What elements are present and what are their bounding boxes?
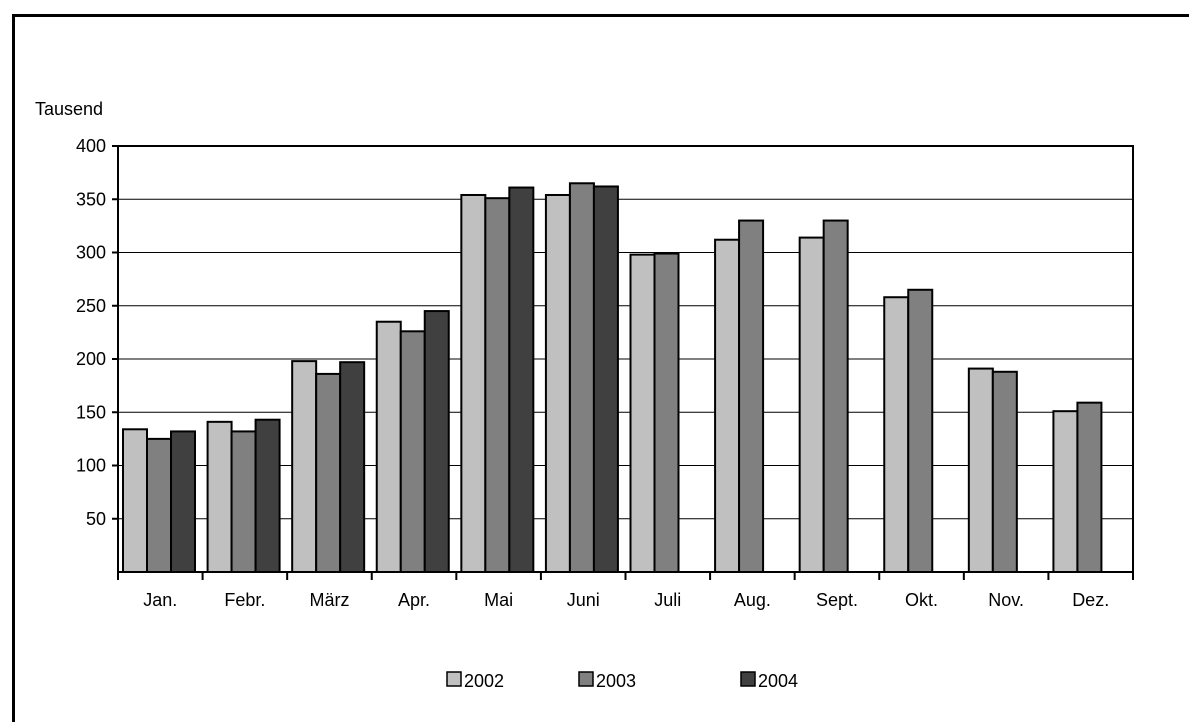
bar-2002-9	[883, 296, 910, 573]
x-tick-labels: Jan. Febr. März Apr. Mai Juni Juli Aug. Sept. Okt…	[143, 590, 1109, 610]
x-tick-label: Sept.	[816, 590, 858, 610]
bar-2002-11	[1052, 410, 1079, 573]
bar-2002-0	[122, 428, 148, 574]
bar-2003-3	[399, 330, 426, 573]
bars	[122, 182, 1103, 574]
bar-2002-1	[206, 420, 233, 573]
bar-2004-3	[423, 310, 450, 573]
bar-2003-2	[315, 372, 342, 573]
legend-label-2003: 2003	[596, 671, 636, 691]
x-tick-label: Aug.	[734, 590, 771, 610]
x-tick-label: März	[309, 590, 349, 610]
x-tick-label: Febr.	[224, 590, 265, 610]
bar-2002-10	[967, 367, 994, 573]
bar-2002-4	[460, 193, 487, 574]
legend-label-2002: 2002	[464, 671, 504, 691]
bar-2002-2	[291, 360, 318, 573]
bar-2003-5	[568, 182, 595, 573]
y-tick-labels: 50 100 150 200 250 300 350 400	[76, 136, 106, 529]
y-tick-label: 100	[76, 456, 106, 476]
bar-2002-6	[629, 253, 656, 573]
y-tick-label: 200	[76, 349, 106, 369]
gridlines	[118, 198, 1133, 520]
x-tick-label: Juli	[654, 590, 681, 610]
x-tick-label: Apr.	[398, 590, 430, 610]
x-tick-label: Mai	[484, 590, 513, 610]
bar-2004-2	[339, 361, 366, 573]
y-tick-label: 400	[76, 136, 106, 156]
y-tick-label: 150	[76, 402, 106, 422]
y-tick-label: 350	[76, 189, 106, 209]
y-tick-label: 50	[86, 509, 106, 529]
bar-2003-0	[146, 437, 172, 573]
bar-2002-5	[544, 193, 571, 574]
bar-2003-10	[991, 370, 1018, 573]
bar-2002-7	[714, 238, 741, 573]
x-tick-label: Nov.	[988, 590, 1024, 610]
x-tick-label: Okt.	[905, 590, 938, 610]
bar-2002-8	[798, 236, 825, 573]
bar-2004-5	[592, 185, 619, 573]
x-tick-label: Dez.	[1072, 590, 1109, 610]
axes	[112, 145, 1134, 580]
legend: 2002 2003 2004	[446, 671, 798, 691]
bar-2003-6	[653, 252, 680, 573]
bar-2003-1	[230, 430, 257, 574]
y-tick-label: 300	[76, 243, 106, 263]
bar-2004-1	[254, 418, 281, 573]
x-tick-label: Jan.	[143, 590, 177, 610]
legend-label-2004: 2004	[758, 671, 798, 691]
bar-2003-11	[1076, 401, 1103, 574]
legend-swatch-2003	[578, 671, 594, 687]
bar-2003-8	[822, 219, 849, 574]
bar-2003-9	[907, 288, 934, 573]
y-tick-label: 250	[76, 296, 106, 316]
bar-2002-3	[375, 320, 402, 573]
bar-2003-7	[738, 219, 765, 574]
bar-2004-4	[508, 186, 535, 573]
legend-swatch-2004	[740, 671, 756, 687]
bar-2003-4	[484, 197, 511, 573]
x-tick-label: Juni	[567, 590, 600, 610]
y-axis-unit-label: Tausend	[35, 99, 103, 119]
legend-swatch-2002	[446, 671, 462, 687]
bar-2004-0	[170, 430, 196, 574]
